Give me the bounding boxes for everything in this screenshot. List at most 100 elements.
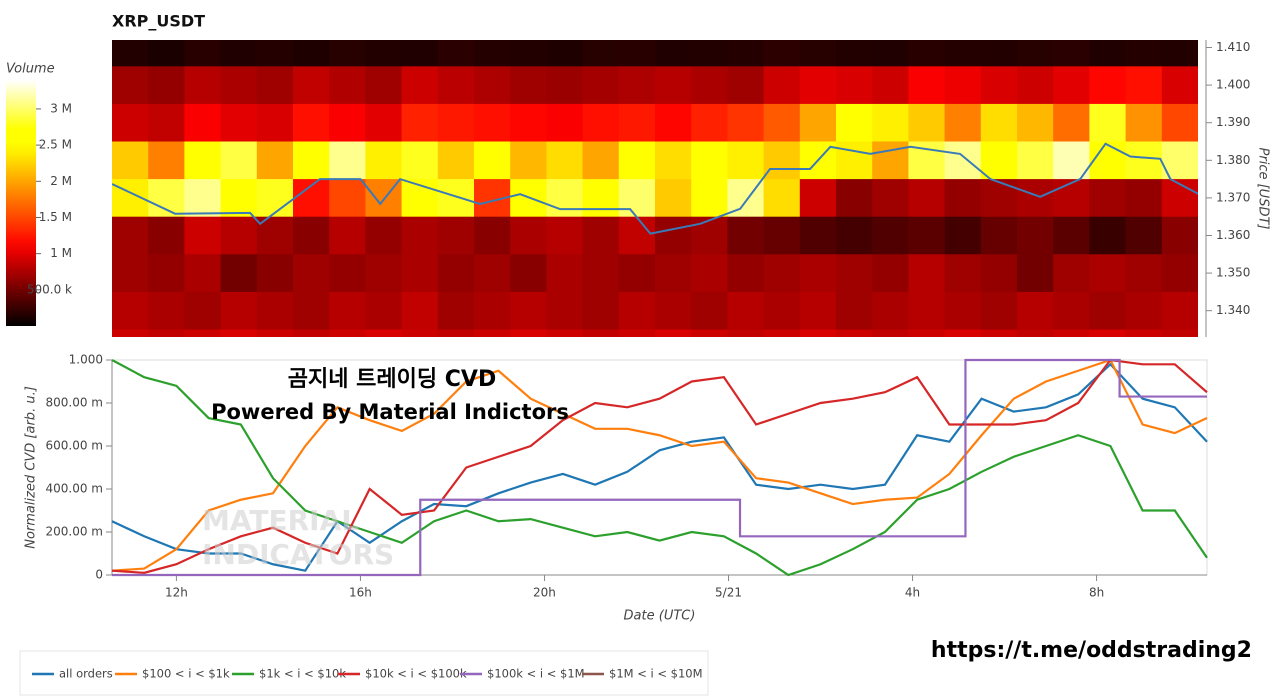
legend-label: all orders [59,667,113,681]
heat-cell [510,216,547,255]
series-line [112,358,1207,577]
heat-cell [944,66,982,105]
heat-cell [1017,216,1054,255]
heat-cell [1089,216,1127,255]
heat-cell [872,103,909,143]
heat-cell [1125,179,1163,218]
heat-cell [582,179,620,218]
heat-cell [618,103,656,143]
heat-cell [1017,254,1054,293]
heat-cell [256,254,294,293]
heat-cell [365,66,403,105]
heat-cell [1125,329,1163,337]
heat-cell [691,40,728,67]
heat-cell [148,103,185,143]
heat-cell [1125,216,1163,255]
heat-cell [655,291,692,331]
heat-cell [655,103,692,143]
heat-cell [329,103,366,143]
heat-cell [112,291,149,331]
heat-cell [944,103,982,143]
heat-cell [763,103,801,143]
heatmap [112,40,1198,337]
colorbar [6,80,36,326]
heat-cell [148,216,185,255]
heat-cell [437,66,475,105]
headline: 곰지네 트레이딩 CVD [288,367,496,392]
heat-cell [799,329,837,337]
heat-cell [836,254,873,293]
heat-cell [655,141,692,180]
heat-cell [1089,179,1127,218]
heat-cell [220,179,258,218]
heat-cell [401,66,439,105]
heat-cell [437,141,475,180]
heat-cell [944,40,982,67]
heat-cell [510,40,547,67]
heat-cell [980,254,1018,293]
heat-cell [148,291,185,331]
heat-cell [582,40,620,67]
heat-cell [329,329,366,337]
y-tick-label: 0 [95,568,103,582]
heat-cell [220,103,258,143]
heat-cell [474,40,511,67]
heat-cell [220,216,258,255]
heat-cell [112,66,149,105]
heat-cell [474,216,511,255]
heat-cell [944,329,982,337]
heat-cell [1125,103,1163,143]
y-tick-label: 400.00 m [46,482,104,496]
heat-cell [112,329,149,337]
heat-cell [148,254,185,293]
heat-cell [437,329,475,337]
heat-cell [980,66,1018,105]
colorbar-tick-label: 1.5 M [39,210,72,224]
heat-cell [655,179,692,218]
heat-cell [618,40,656,67]
heat-cell [727,66,765,105]
heat-cell [691,179,728,218]
heat-cell [872,216,909,255]
colorbar-tick-label: 500.0 k [27,282,72,296]
heat-cell [148,179,185,218]
heat-cell [836,179,873,218]
x-tick-label: 5/21 [715,586,742,600]
x-tick-label: 4h [905,586,920,600]
heat-cell [908,66,946,105]
heat-cell [1089,141,1127,180]
heat-cell [980,179,1018,218]
heat-cell [618,141,656,180]
heat-cell [799,291,837,331]
heat-cell [1053,291,1090,331]
heat-cell [1161,254,1198,293]
heat-cell [1017,40,1054,67]
heat-cell [727,103,765,143]
heat-cell [256,103,294,143]
heat-cell [836,40,873,67]
heat-cell [836,103,873,143]
y-tick-label: 1.400 [1216,78,1250,92]
x-tick-label: 16h [349,586,372,600]
x-tick-label: 8h [1089,586,1104,600]
heat-cell [799,254,837,293]
chart-title: XRP_USDT [112,12,205,31]
heat-cell [980,291,1018,331]
heat-cell [872,179,909,218]
heat-cell [691,66,728,105]
heat-cell [836,66,873,105]
heat-cell [546,216,584,255]
heat-cell [1161,103,1198,143]
heat-cell [510,329,547,337]
heat-cell [184,66,222,105]
heat-cell [908,103,946,143]
x-tick-label: 20h [533,586,556,600]
colorbar-tick-label: 1 M [50,246,72,260]
watermark: INDICATORS [202,538,394,571]
heat-cell [727,216,765,255]
heat-cell [365,291,403,331]
heat-cell [980,141,1018,180]
y-tick-label: 1.360 [1216,228,1250,242]
heat-cell [220,66,258,105]
heat-cell [401,141,439,180]
